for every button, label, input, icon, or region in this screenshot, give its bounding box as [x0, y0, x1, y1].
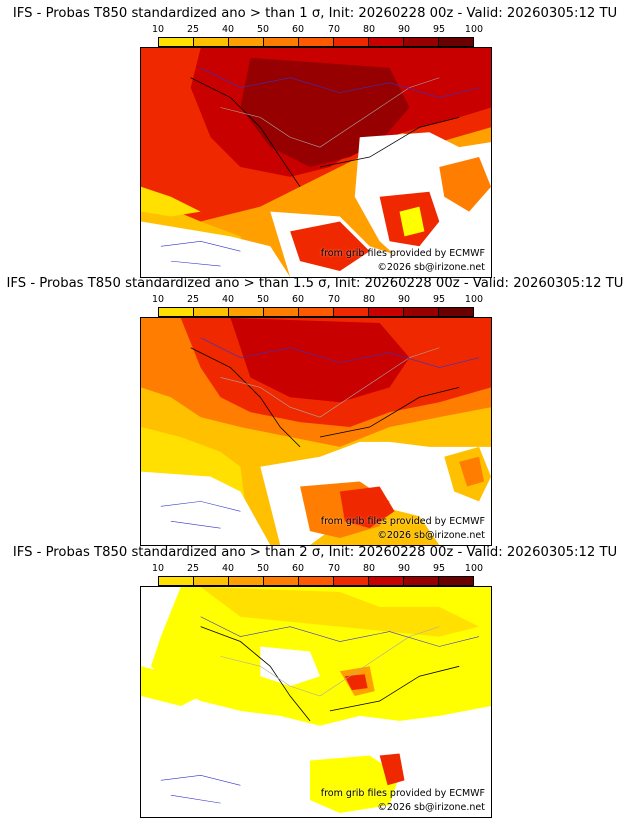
map-2-field	[141, 318, 491, 545]
cb1-swatch	[299, 38, 334, 46]
cb1-label-90: 90	[397, 24, 411, 35]
cb2-label-50: 50	[256, 294, 270, 305]
cb3-label-70: 70	[327, 563, 341, 574]
cb1-label-60: 60	[291, 24, 305, 35]
cb2-label-90: 90	[397, 294, 411, 305]
cb1-swatch	[334, 38, 369, 46]
cb2-swatch	[439, 308, 473, 316]
colorbar-2-labels: 10 25 40 50 60 70 80 90 95 100	[0, 294, 630, 306]
panel-1-title: IFS - Probas T850 standardized ano > tha…	[12, 6, 618, 21]
cb2-label-100: 100	[464, 294, 484, 305]
cb2-swatch	[159, 308, 194, 316]
map-2-credit-line2: ©2026 sb@irizone.net	[377, 530, 485, 541]
colorbar-1	[158, 37, 474, 47]
map-1-credit-line2: ©2026 sb@irizone.net	[377, 262, 485, 273]
cb1-label-25: 25	[186, 24, 200, 35]
cb1-swatch	[404, 38, 439, 46]
cb2-swatch	[404, 308, 439, 316]
map-1: from grib files provided by ECMWF ©2026 …	[140, 47, 492, 278]
map-3-field	[141, 587, 491, 817]
map-3: from grib files provided by ECMWF ©2026 …	[140, 586, 492, 818]
cb2-swatch	[194, 308, 229, 316]
cb1-swatch	[159, 38, 194, 46]
cb2-label-80: 80	[362, 294, 376, 305]
colorbar-3	[158, 576, 474, 586]
cb1-label-70: 70	[327, 24, 341, 35]
cb2-swatch	[299, 308, 334, 316]
cb3-label-10: 10	[151, 563, 165, 574]
cb1-swatch	[194, 38, 229, 46]
cb1-label-10: 10	[151, 24, 165, 35]
cb3-label-25: 25	[186, 563, 200, 574]
map-3-credit-line1: from grib files provided by ECMWF	[320, 788, 485, 799]
cb3-swatch	[229, 577, 264, 585]
cb2-label-10: 10	[151, 294, 165, 305]
cb3-label-60: 60	[291, 563, 305, 574]
cb2-swatch	[334, 308, 369, 316]
cb3-label-50: 50	[256, 563, 270, 574]
cb3-swatch	[439, 577, 473, 585]
cb3-swatch	[159, 577, 194, 585]
colorbar-3-labels: 10 25 40 50 60 70 80 90 95 100	[0, 563, 630, 575]
cb3-swatch	[404, 577, 439, 585]
cb1-label-50: 50	[256, 24, 270, 35]
map-1-credit-line1: from grib files provided by ECMWF	[320, 248, 485, 259]
cb2-label-70: 70	[327, 294, 341, 305]
cb3-label-90: 90	[397, 563, 411, 574]
cb1-swatch	[439, 38, 473, 46]
cb3-label-80: 80	[362, 563, 376, 574]
panel-2-title: IFS - Probas T850 standardized ano > tha…	[6, 276, 624, 291]
cb3-swatch	[334, 577, 369, 585]
colorbar-1-labels: 10 25 40 50 60 70 80 90 95 100	[0, 24, 630, 36]
cb3-label-40: 40	[221, 563, 235, 574]
cb1-swatch	[264, 38, 299, 46]
cb2-label-40: 40	[221, 294, 235, 305]
cb2-label-95: 95	[432, 294, 446, 305]
cb3-swatch	[264, 577, 299, 585]
cb1-swatch	[229, 38, 264, 46]
cb1-label-40: 40	[221, 24, 235, 35]
cb3-swatch	[369, 577, 404, 585]
map-2-credit-line1: from grib files provided by ECMWF	[320, 516, 485, 527]
map-3-credit-line2: ©2026 sb@irizone.net	[377, 802, 485, 813]
cb3-label-95: 95	[432, 563, 446, 574]
cb2-swatch	[369, 308, 404, 316]
map-2: from grib files provided by ECMWF ©2026 …	[140, 317, 492, 546]
cb3-swatch	[194, 577, 229, 585]
cb3-label-100: 100	[464, 563, 484, 574]
cb1-swatch	[369, 38, 404, 46]
cb1-label-95: 95	[432, 24, 446, 35]
map-1-field	[141, 48, 491, 277]
cb3-swatch	[299, 577, 334, 585]
cb2-swatch	[264, 308, 299, 316]
cb2-label-60: 60	[291, 294, 305, 305]
colorbar-2	[158, 307, 474, 317]
panel-3-title: IFS - Probas T850 standardized ano > tha…	[12, 545, 618, 560]
cb1-label-80: 80	[362, 24, 376, 35]
cb2-label-25: 25	[186, 294, 200, 305]
cb2-swatch	[229, 308, 264, 316]
cb1-label-100: 100	[464, 24, 484, 35]
